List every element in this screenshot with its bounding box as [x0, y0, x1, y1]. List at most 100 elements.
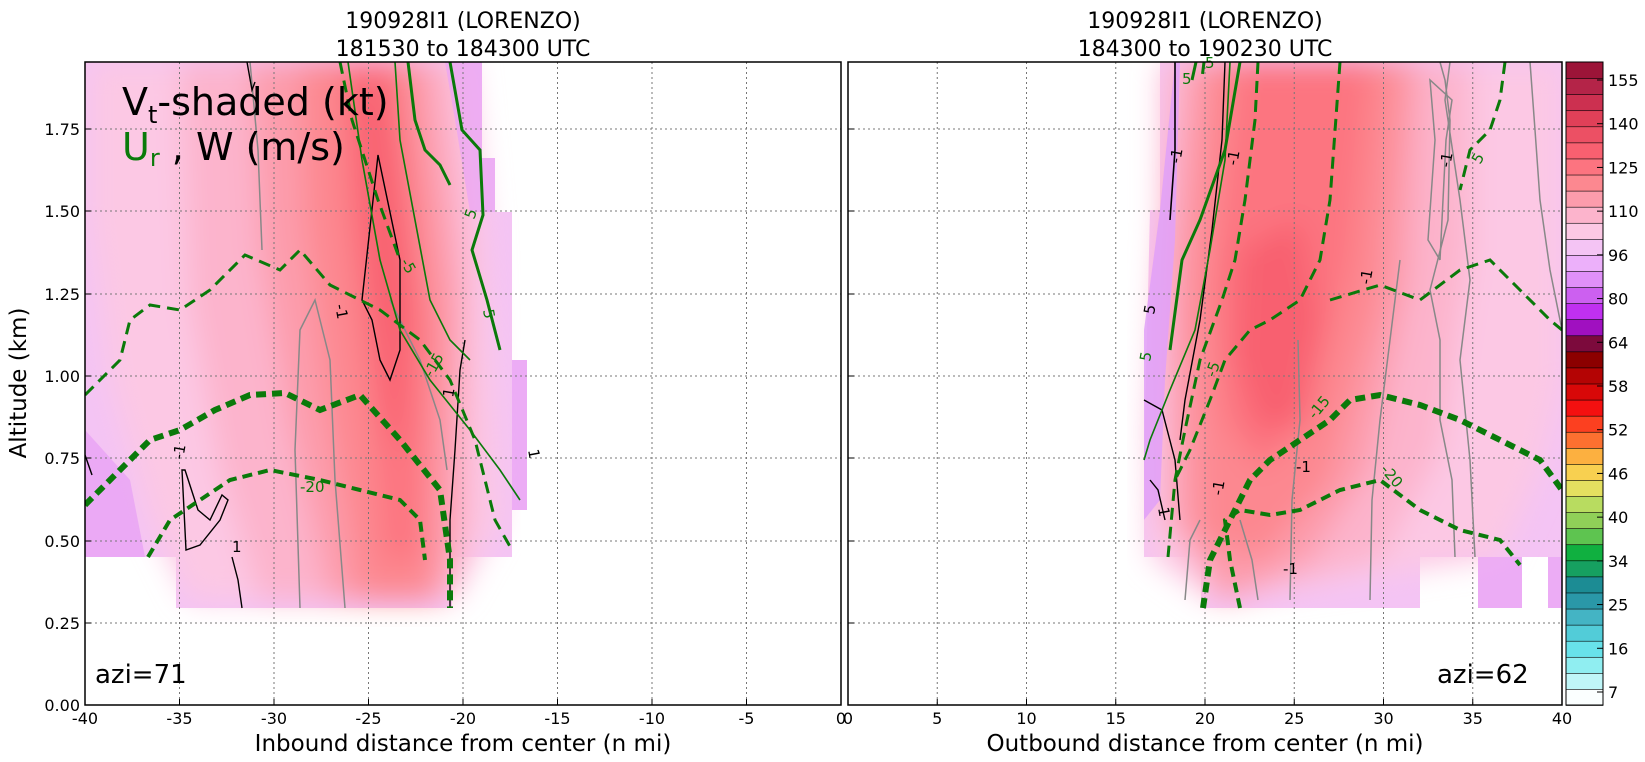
- inbound-contours: [85, 62, 521, 609]
- outbound-grid: [848, 62, 1562, 705]
- colorbar-cell: [1565, 592, 1604, 610]
- colorbar-cell: [1565, 399, 1604, 417]
- outbound-ur-contour-5: [1168, 62, 1242, 351]
- colorbar-cell: [1565, 624, 1604, 642]
- colorbar-cell: [1565, 688, 1604, 706]
- outbound-clabel-3: 5: [1205, 54, 1215, 72]
- colorbar-cell: [1565, 367, 1604, 385]
- outbound-clabel-8: -1: [1223, 149, 1243, 167]
- colorbar-cell: [1565, 511, 1604, 529]
- colorbar-tick-label: 64: [1608, 333, 1628, 352]
- inbound-ytick-labels: 0.00 0.25 0.50 0.75 1.00 1.25 1.50 1.75: [44, 120, 80, 715]
- colorbar-tick-label: 125: [1608, 158, 1639, 177]
- inbound-legend: Vt-shaded (kt) Ur , W (m/s): [122, 80, 389, 172]
- inbound-ur-contour-5-a: [448, 62, 502, 351]
- outbound-xtick: 40: [1552, 709, 1572, 728]
- colorbar-cell: [1565, 447, 1604, 465]
- colorbar-cell: [1565, 142, 1604, 160]
- inbound-w-contour-black-4: [231, 556, 243, 609]
- colorbar-labels: 155 140 125 110 96 80 64 58 52 46 40 34 25 16 7: [1597, 71, 1639, 702]
- outbound-w-contour-gray-5: [1427, 78, 1453, 261]
- inbound-xtick: -35: [166, 709, 192, 728]
- outbound-xtick: 15: [1106, 709, 1126, 728]
- colorbar-cells: [1565, 61, 1604, 706]
- colorbar-cell: [1565, 61, 1604, 79]
- colorbar-tick-label: 96: [1608, 246, 1628, 265]
- outbound-x-axis-label: Outbound distance from center (n mi): [987, 731, 1424, 757]
- outbound-clabel-10: -1: [1208, 479, 1228, 497]
- inbound-w-contour-gray-1: [294, 297, 346, 609]
- inbound-xtick: -20: [450, 709, 476, 728]
- colorbar-cell: [1565, 126, 1604, 144]
- inbound-x-axis-label: Inbound distance from center (n mi): [255, 731, 672, 757]
- colorbar-cell: [1565, 351, 1604, 369]
- inbound-xtick: -15: [544, 709, 570, 728]
- outbound-title-line2: 184300 to 190230 UTC: [1078, 37, 1333, 62]
- outbound-clabel-2: 5: [1136, 350, 1155, 363]
- colorbar-tick-label: 155: [1608, 71, 1639, 90]
- colorbar-cell: [1565, 672, 1604, 690]
- outbound-w-contour-gray-4: [1429, 62, 1456, 558]
- outbound-w-contour-gray-3: [1444, 62, 1476, 558]
- inbound-clabel-5: 5: [479, 308, 498, 321]
- colorbar-cell: [1565, 302, 1604, 321]
- ytick: 1.75: [44, 120, 80, 139]
- outbound-xtick: 20: [1195, 709, 1215, 728]
- outbound-w-contour-gray-2: [1369, 259, 1401, 601]
- inbound-purple-right: [512, 360, 527, 510]
- outbound-xtick: 30: [1373, 709, 1393, 728]
- outbound-ur-contour-neg15-c: [1329, 258, 1562, 332]
- ytick: 1.50: [44, 202, 80, 221]
- inbound-w-contour-black-3: [181, 469, 229, 551]
- outbound-xtick: 35: [1463, 709, 1483, 728]
- outbound-w-contour-black-4: [1149, 479, 1166, 521]
- inbound-w-contour-gray-2: [249, 62, 263, 251]
- inbound-xtick: -5: [739, 709, 755, 728]
- outbound-w-contour-black-3: [1143, 399, 1181, 521]
- colorbar-cell: [1565, 222, 1604, 240]
- colorbar-tick-label: 25: [1608, 596, 1628, 615]
- colorbar-cell: [1565, 206, 1604, 224]
- inbound-xtick: -25: [355, 709, 381, 728]
- legend-vt-line: Vt-shaded (kt): [122, 80, 389, 129]
- outbound-xtick: 10: [1016, 709, 1036, 728]
- legend-ur-line: Ur , W (m/s): [122, 125, 345, 172]
- inbound-clabel-7: 1: [439, 386, 458, 399]
- colorbar-frame: [1565, 61, 1604, 706]
- outbound-purple-right: [1478, 557, 1522, 608]
- inbound-w-contour-black-2: [361, 154, 401, 382]
- inbound-ticks: [85, 128, 747, 705]
- colorbar-cell: [1565, 318, 1604, 337]
- colorbar-cell: [1565, 174, 1604, 192]
- outbound-ur-contour-neg20-b: [1222, 477, 1522, 609]
- inbound-ur-contour-neg5: [85, 247, 514, 551]
- colorbar-cell: [1565, 77, 1604, 95]
- outbound-purple-right2: [1548, 557, 1562, 608]
- outbound-ur-contour-5-b: [1190, 62, 1198, 81]
- colorbar-tick-label: 16: [1608, 639, 1628, 658]
- inbound-xtick: 0: [836, 709, 846, 728]
- outbound-azimuth-label: azi=62: [1437, 660, 1529, 690]
- outbound-xtick: 25: [1284, 709, 1304, 728]
- colorbar-cell: [1565, 543, 1604, 562]
- colorbar-tick-label: 140: [1608, 115, 1639, 134]
- outbound-w-contour-gray-8: [1184, 519, 1201, 601]
- inbound-title-line1: 190928I1 (LORENZO): [345, 9, 580, 34]
- colorbar-cell: [1565, 640, 1604, 658]
- inbound-ur-contour-neg20: [146, 467, 427, 561]
- colorbar-cell: [1565, 463, 1604, 481]
- inbound-grid: [85, 62, 841, 705]
- outbound-xtick: 0: [843, 709, 853, 728]
- ytick: 0.50: [44, 532, 80, 551]
- colorbar-cell: [1565, 560, 1604, 578]
- outbound-clabel-9: -1: [1356, 268, 1376, 286]
- outbound-ur-contour-neg15-b: [1458, 62, 1507, 191]
- outbound-xtick-labels: 0 5 10 15 20 25 30 35 40: [843, 709, 1572, 728]
- inbound-xtick: -40: [72, 709, 98, 728]
- inbound-xtick-labels: -40 -35 -30 -25 -20 -15 -10 -5 0: [72, 709, 846, 728]
- outbound-clabel-14: -1: [1283, 560, 1298, 578]
- colorbar-cell: [1565, 254, 1604, 272]
- outbound-clabel-11: -1: [1296, 458, 1311, 476]
- outbound-w-contour-gray-1: [1289, 339, 1301, 601]
